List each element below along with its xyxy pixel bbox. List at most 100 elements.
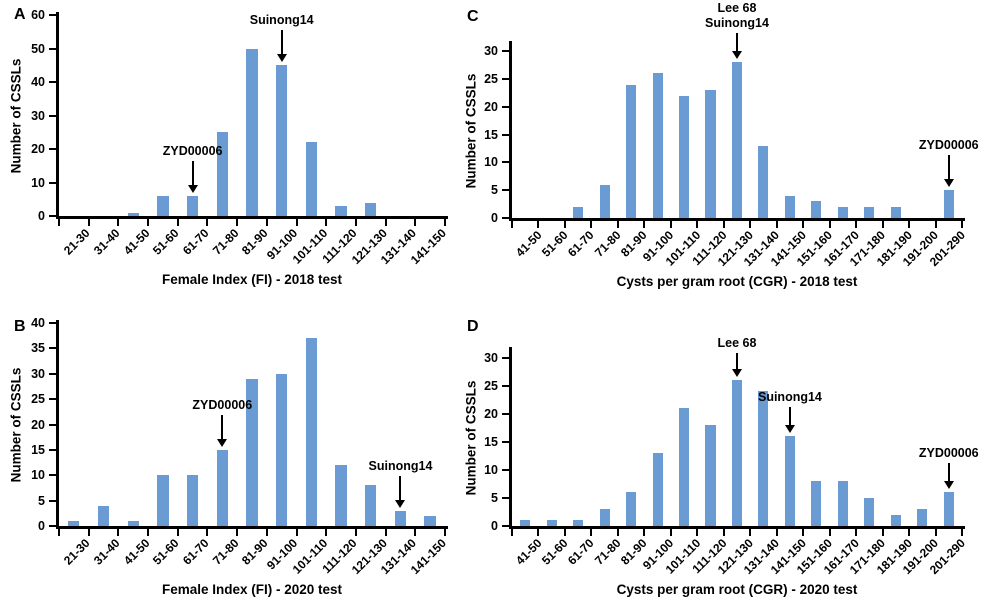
x-category-label-slot: 81-90 (618, 529, 650, 589)
annotation-label: ZYD00006 (163, 144, 223, 159)
x-tick-mark (616, 221, 619, 228)
annotation-label: Suinong14 (758, 390, 822, 405)
bar-slot (59, 323, 89, 526)
bars-area (59, 323, 445, 526)
y-tick-mark (502, 468, 509, 471)
x-category-label-slot: 61-70 (565, 529, 597, 589)
bar-slot (356, 15, 386, 216)
x-category-label-slot: 201-290 (927, 529, 968, 589)
y-tick-mark (49, 181, 56, 184)
bar-131-140 (758, 391, 769, 526)
y-tick-mark (49, 81, 56, 83)
y-tick-label: 0 (38, 209, 45, 223)
bar-81-90 (626, 84, 637, 218)
x-tick-mark (117, 219, 120, 226)
x-tick-mark (236, 529, 239, 536)
bar-81-90 (626, 492, 637, 526)
bar-slot (724, 44, 750, 218)
x-tick-mark (828, 221, 831, 228)
x-tick-mark (58, 529, 60, 536)
bar-201-290 (943, 492, 954, 526)
annotation-arrow-shaft (947, 463, 950, 482)
annotation-label-line: Lee 68 (717, 336, 757, 351)
bar-slot (750, 350, 776, 526)
x-tick-mark (961, 529, 963, 536)
bar-slot (697, 44, 723, 218)
annotation-label-line: ZYD00006 (162, 143, 223, 158)
x-category-label-slot: 101-110 (662, 529, 703, 589)
annotation-arrow-head-icon (187, 184, 198, 193)
x-tick-mark (147, 219, 150, 226)
annotation-arrow-head-icon (395, 499, 406, 508)
y-tick-mark (49, 114, 56, 117)
x-tick-mark (537, 529, 540, 536)
bar-81-90 (246, 48, 258, 216)
bar-51-60 (157, 475, 169, 526)
y-tick-mark (49, 215, 56, 217)
bar-191-200 (917, 509, 928, 526)
x-tick-mark (206, 529, 209, 536)
x-tick-mark (206, 219, 209, 226)
bar-71-80 (599, 509, 610, 526)
bar-slot (883, 350, 909, 526)
bar-slot (178, 323, 208, 526)
bar-91-100 (276, 373, 288, 526)
x-axis-title: Cysts per gram root (CGR) - 2018 test (616, 274, 858, 289)
bar-slot (89, 323, 119, 526)
y-tick-mark (49, 372, 56, 375)
bar-slot (830, 44, 856, 218)
x-category-label-slot: 71-80 (591, 529, 624, 589)
bar-slot (936, 350, 962, 526)
annotation-arrow-shaft (191, 160, 194, 185)
x-category-label-slot: 41-50 (118, 219, 153, 279)
bar-151-160 (811, 481, 822, 526)
x-tick-mark (414, 219, 417, 226)
bar-slot (237, 15, 267, 216)
x-axis-title: Female Index (FI) - 2020 test (161, 582, 343, 597)
bar-151-160 (811, 201, 822, 218)
y-tick-mark (502, 525, 509, 527)
x-category-label-slot: 81-90 (237, 529, 271, 589)
bar-181-190 (890, 514, 901, 526)
y-tick-mark (49, 499, 56, 502)
x-category-labels: 21-30 31-40 41-50 51-60 61-70 71-80 81-90 91-10… (59, 219, 449, 279)
bar-131-140 (394, 510, 407, 526)
x-axis-title: Female Index (FI) - 2018 test (161, 272, 343, 287)
y-tick-mark (49, 398, 56, 401)
y-tick-label: 0 (491, 211, 498, 225)
x-tick-mark (669, 529, 672, 536)
x-category-label-slot: 121-130 (349, 219, 390, 279)
bar-41-50 (520, 520, 531, 526)
y-tick-label: 30 (31, 108, 45, 123)
x-tick-mark (176, 529, 179, 536)
x-tick-mark (236, 219, 239, 226)
annotation-arrow-head-icon (732, 51, 742, 60)
bar-121-130 (731, 62, 742, 218)
x-category-label-slot: 121-130 (349, 529, 390, 589)
annotation-arrow-head-icon (276, 54, 287, 63)
bar-slot (591, 44, 617, 218)
x-tick-mark (802, 529, 805, 536)
x-category-label-slot: 71-80 (207, 219, 242, 279)
y-tick-label: 25 (484, 72, 498, 87)
y-tick-mark (502, 133, 509, 136)
bar-slot (936, 44, 962, 218)
bar-71-80 (216, 449, 228, 526)
bar-slot (386, 15, 416, 216)
bar-slot (89, 15, 119, 216)
bar-slot (207, 15, 237, 216)
bar-111-120 (705, 425, 716, 526)
y-tick-mark (49, 347, 56, 350)
x-tick-mark (881, 221, 884, 228)
x-tick-mark (855, 221, 858, 228)
x-category-label-slot: 201-290 (927, 221, 968, 281)
x-category-label-slot: 171-180 (847, 529, 888, 589)
bar-slot (777, 350, 803, 526)
bar-111-120 (705, 90, 716, 218)
x-tick-mark (444, 219, 446, 226)
y-axis-line (509, 41, 512, 221)
x-tick-mark (563, 529, 566, 536)
annotation-arrow-shaft (399, 475, 402, 500)
bar-slot (267, 323, 297, 526)
